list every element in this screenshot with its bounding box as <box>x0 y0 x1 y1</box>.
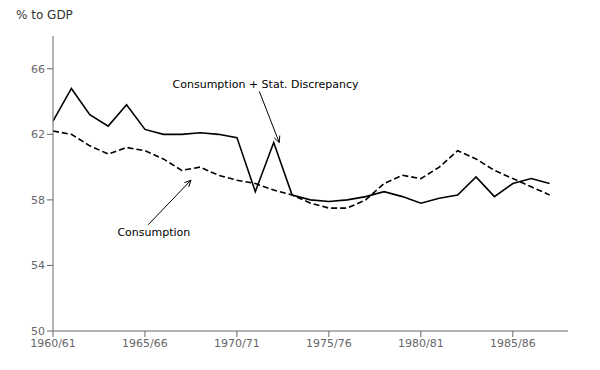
svg-text:1985/86: 1985/86 <box>490 337 536 350</box>
svg-text:Consumption + Stat. Discrepanc: Consumption + Stat. Discrepancy <box>173 78 360 91</box>
svg-text:1980/81: 1980/81 <box>398 337 444 350</box>
svg-text:66: 66 <box>31 63 45 76</box>
svg-text:62: 62 <box>31 128 45 141</box>
svg-text:54: 54 <box>31 259 45 272</box>
svg-text:1975/76: 1975/76 <box>306 337 352 350</box>
svg-text:Consumption: Consumption <box>117 226 190 239</box>
svg-text:58: 58 <box>31 194 45 207</box>
svg-text:50: 50 <box>31 325 45 338</box>
svg-text:1960/61: 1960/61 <box>30 337 76 350</box>
html-text:% to GDP: % to GDP <box>16 8 73 22</box>
svg-text:1965/66: 1965/66 <box>122 337 168 350</box>
svg-text:1970/71: 1970/71 <box>214 337 260 350</box>
